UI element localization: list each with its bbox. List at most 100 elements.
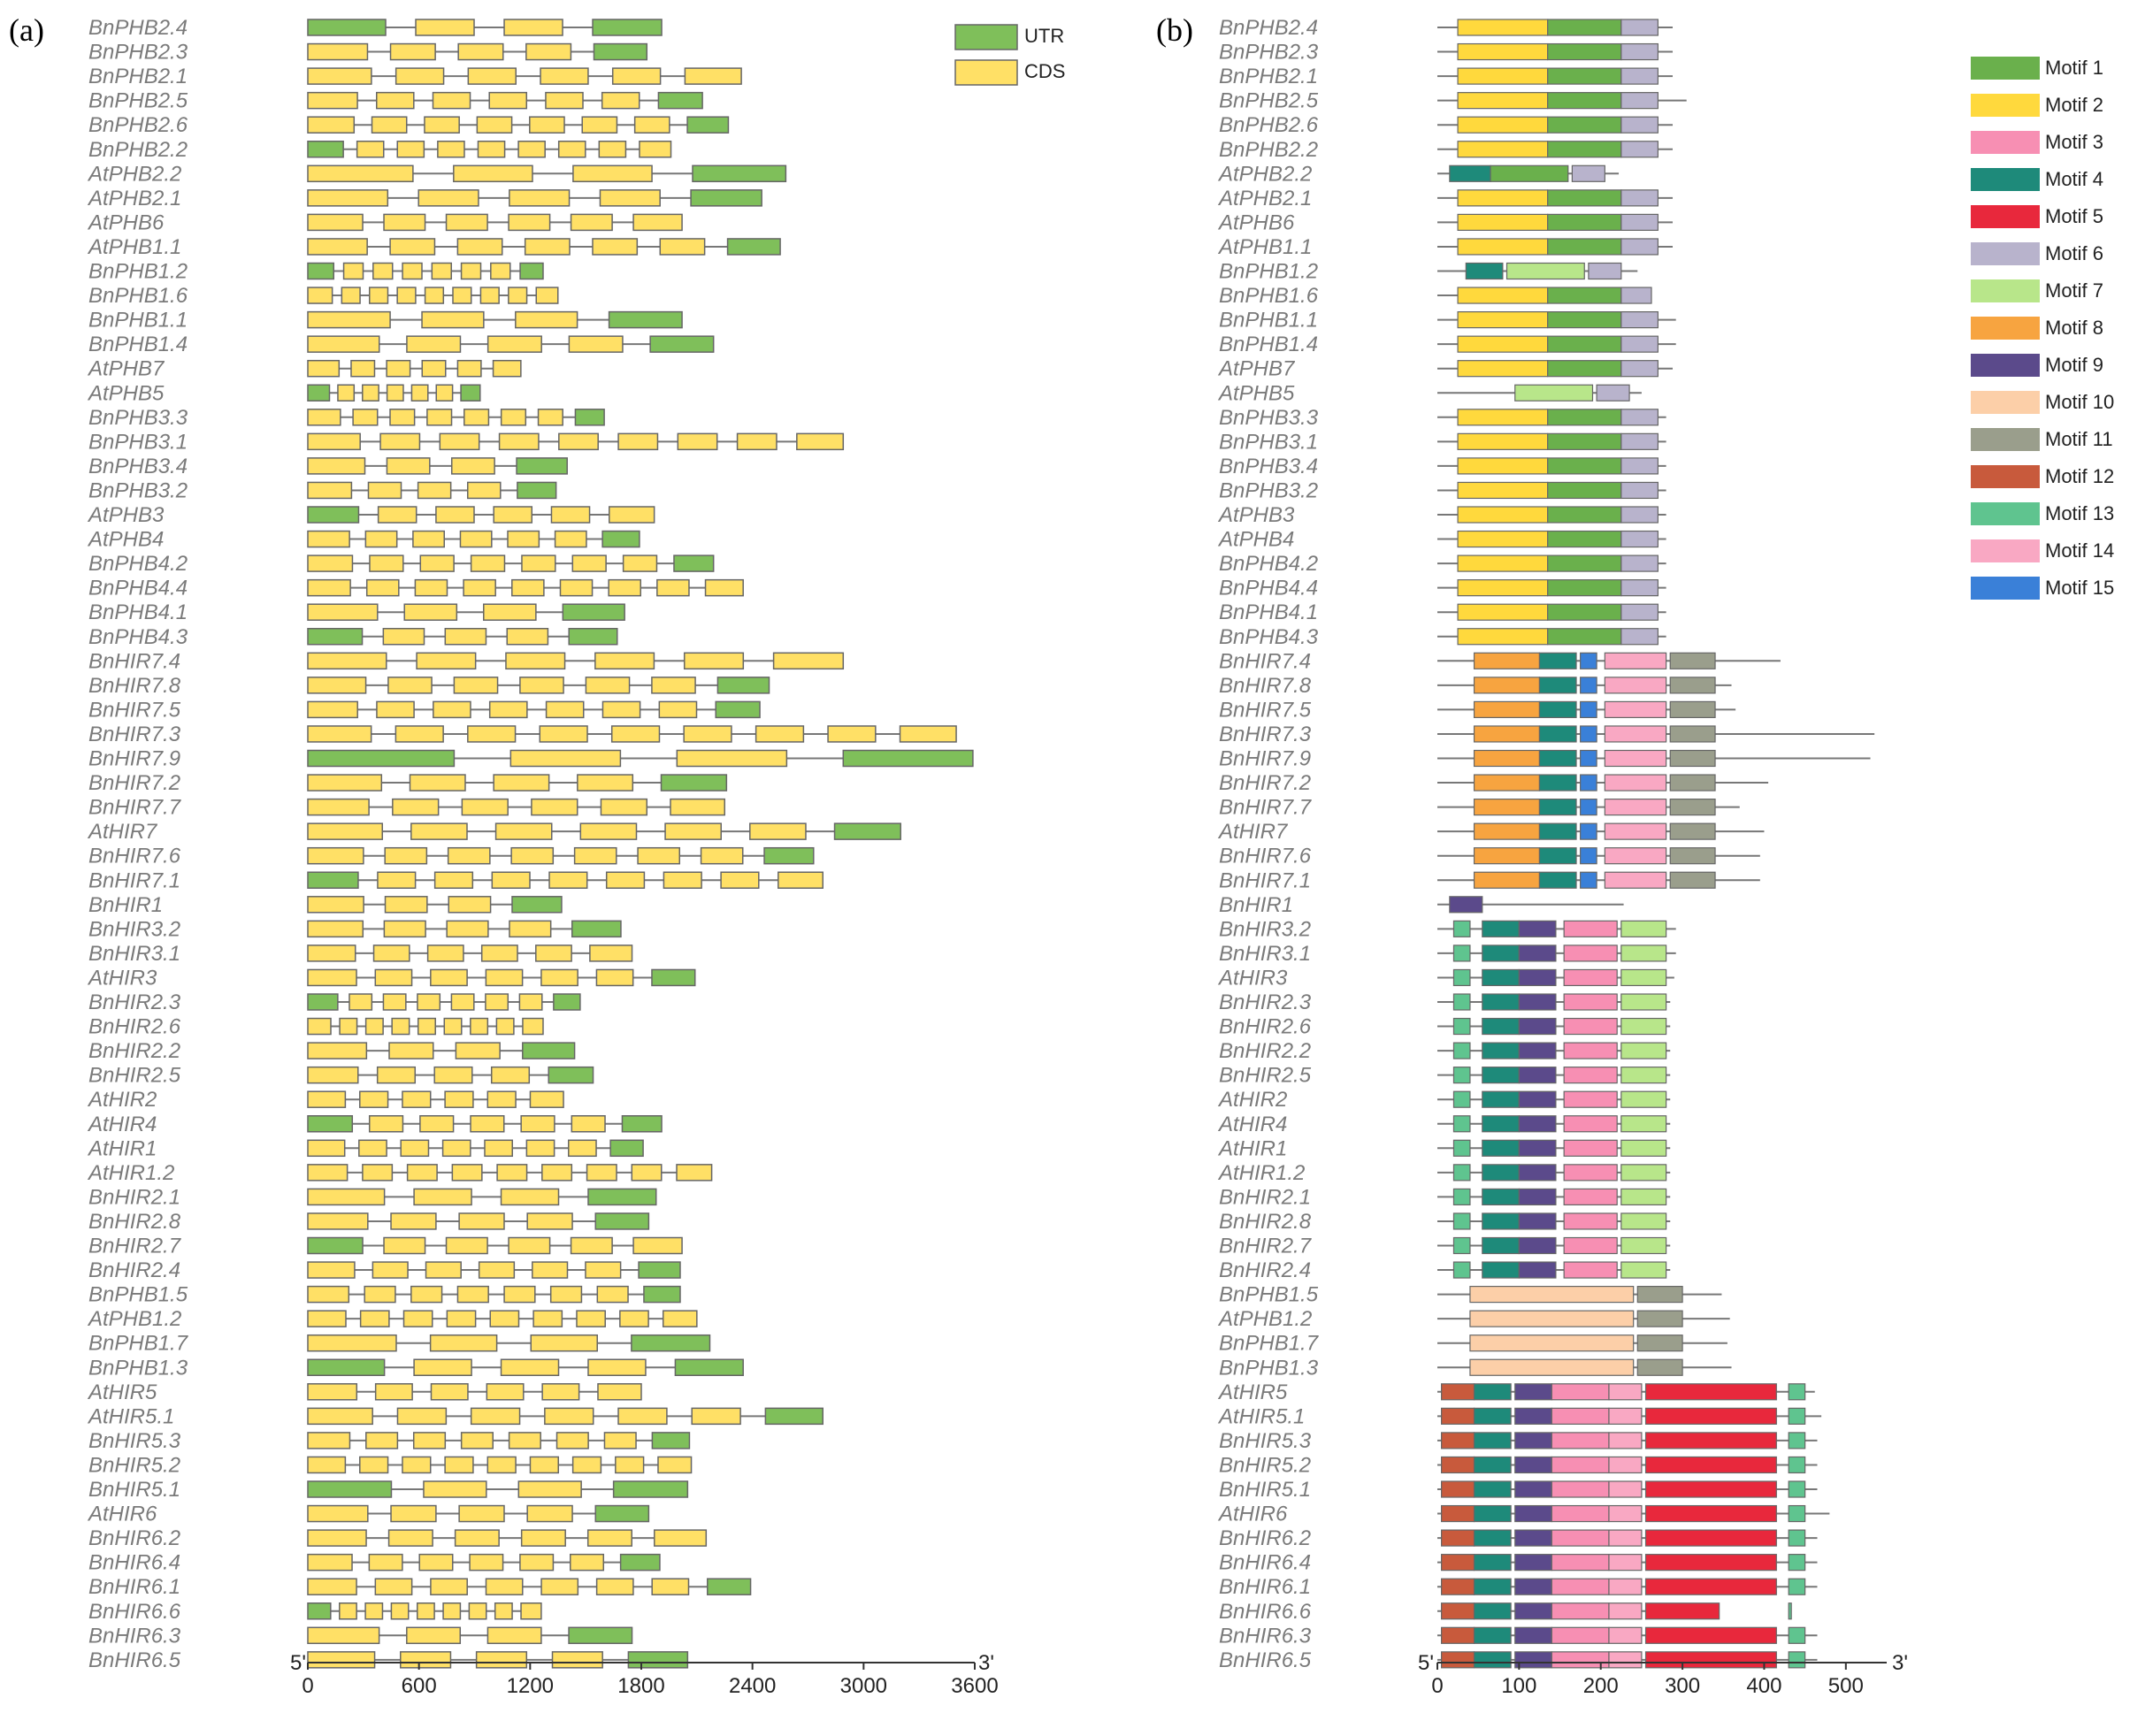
motif-9-block [1514,1480,1552,1498]
gene-row-bnhir7-4: BnHIR7.4 [88,649,845,673]
gene-row-bnhir6-3: BnHIR6.3 [88,1624,633,1648]
motif-6-block [1620,92,1659,110]
cds-exon [486,1090,517,1108]
cds-exon [508,287,528,304]
cds-exon [488,91,528,110]
cds-exon [551,1651,603,1669]
cds-exon [371,116,408,134]
gene-row-bnphb1-7: BnPHB1.7 [88,1332,711,1356]
motif-4-block [1482,1261,1520,1279]
legend-label-motif-11: Motif 11 [2045,428,2113,450]
motif-9-block [1518,1115,1557,1133]
gene-label: BnHIR5.1 [88,1478,180,1502]
cds-exon [507,530,540,548]
cds-exon [486,1383,525,1401]
utr-block [568,628,618,646]
protein-label: BnHIR6.2 [1219,1526,1311,1550]
cds-exon [307,822,384,840]
motif-5-block [1644,1602,1720,1620]
motif-3-block [1551,1407,1610,1425]
cds-exon [374,1383,413,1401]
cds-exon [433,1066,473,1084]
motif-4-block [1473,1578,1512,1595]
protein-row-bnhir3-2: BnHIR3.2 [1219,917,1676,941]
cds-exon [441,1139,471,1158]
motif-7-block [1620,1042,1667,1059]
gene-label: AtHIR2 [87,1088,157,1112]
cds-exon [400,1651,452,1669]
cds-exon [524,238,571,256]
cds-exon [597,1383,642,1401]
motif-2-block [1457,432,1549,450]
motif-6-block [1620,67,1659,85]
motif-4-block [1538,725,1577,743]
motif-4-block [1482,1139,1520,1157]
gene-label: BnPHB3.2 [88,478,188,502]
motif-8-block [1473,700,1541,719]
protein-label: BnPHB3.1 [1219,430,1318,454]
motif-6-block [1620,432,1659,450]
motif-14-block [1608,1529,1643,1547]
motif-6-block [1620,19,1659,36]
motif-12-block [1441,1554,1475,1572]
gene-label: BnHIR3.2 [88,917,180,941]
motif-3-block [1563,1188,1618,1206]
protein-row-bnphb1-6: BnPHB1.6 [1219,284,1652,308]
utr-block [460,384,481,401]
utr-block [307,1236,364,1255]
cds-exon [457,42,504,61]
gene-label: BnPHB3.4 [88,455,188,478]
motif-3-block [1563,1042,1618,1059]
cds-exon [526,1504,573,1523]
motif-4-block [1482,944,1520,962]
legend-swatch-motif-12 [1971,465,2040,488]
protein-row-bnhir6-4: BnHIR6.4 [1219,1551,1818,1575]
motif-13-block [1452,993,1471,1011]
cds-exon [442,1602,462,1620]
gene-row-bnphb2-6: BnPHB2.6 [88,113,730,137]
legend-swatch-motif-7 [1971,279,2040,302]
protein-row-atphb5: AtPHB5 [1217,381,1642,405]
cds-exon [466,481,502,500]
motif-6-block [1620,554,1659,572]
motif-9-block [1518,968,1557,987]
protein-label: BnHIR7.8 [1219,674,1312,698]
gene-row-bnphb4-1: BnPHB4.1 [88,600,625,624]
cds-exon [550,506,591,524]
motif-8-block [1473,774,1541,792]
protein-label: BnHIR2.6 [1219,1015,1312,1039]
motif-9-block [1514,1529,1552,1547]
cds-exon [307,846,364,865]
cds-exon [389,238,436,256]
utr-block [517,481,557,500]
cds-exon [488,700,528,719]
gene-row-bnhir7-9: BnHIR7.9 [88,747,974,771]
gene-row-bnhir5-3: BnHIR5.3 [88,1429,691,1453]
cds-exon [537,409,563,426]
cds-exon [307,67,372,85]
legend-swatch-motif-4 [1971,168,2040,191]
cds-exon [509,920,552,938]
cds-exon [631,1164,663,1182]
cds-exon [432,91,471,110]
protein-label: AtPHB4 [1217,528,1294,552]
motif-14-block [1608,1432,1643,1449]
cds-exon [386,457,431,475]
cds-exon [508,1432,541,1449]
cds-exon [307,335,380,353]
motif-7-block [1620,944,1667,962]
protein-label: BnHIR6.5 [1219,1648,1312,1672]
gene-row-bnhir7-8: BnHIR7.8 [88,674,770,698]
cds-exon [339,1602,357,1620]
motif-4-block [1482,920,1520,937]
motif-4-block [1473,1432,1512,1449]
gene-label: AtPHB3 [87,503,165,527]
cds-exon [372,262,394,280]
cds-exon [496,1164,528,1182]
cds-exon [456,1285,489,1304]
cds-exon [372,944,410,962]
cds-exon [622,554,658,572]
cds-exon [601,91,640,110]
cds-exon [493,774,550,792]
gene-label: BnHIR7.3 [88,723,181,746]
